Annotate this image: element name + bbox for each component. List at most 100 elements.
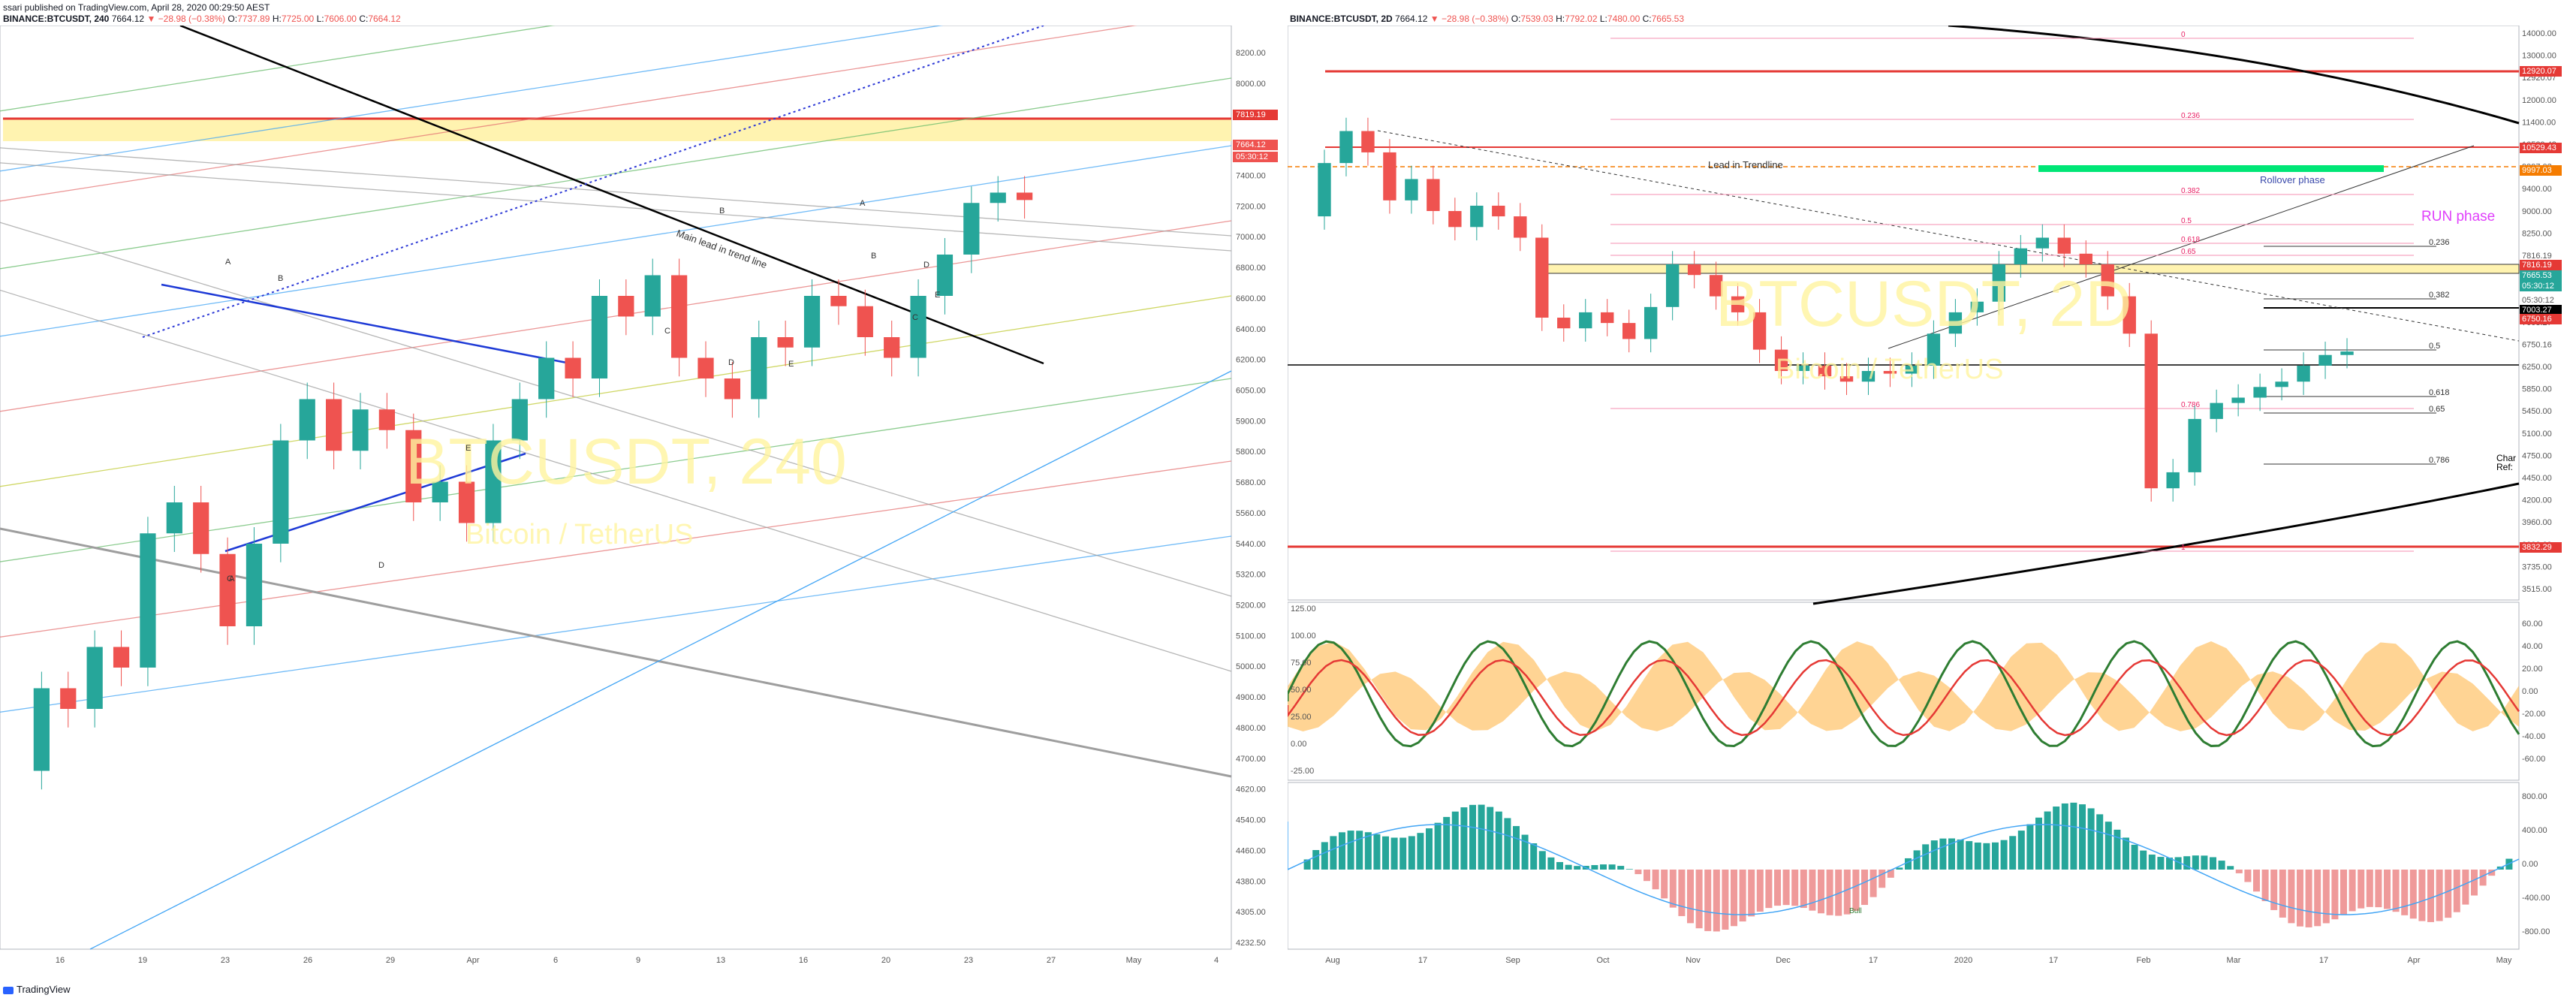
right-macd-bar [1547,857,1555,870]
right-macd-bar [1538,851,1546,870]
right-macd-bar [1373,834,1381,870]
left-x-tick: 4 [1214,956,1219,965]
left-channel-line [0,26,1138,202]
left-main-trend-line [179,26,1044,365]
right-candle-body [2057,237,2071,254]
right-macd-bar [2044,811,2051,870]
left-x-tick: 6 [553,956,558,965]
right-price-tag-bg [2520,165,2562,176]
right-macd-bar [1905,858,1912,870]
left-y-tick: 6600.00 [1236,294,1266,303]
left-wave-label: C [912,313,918,322]
right-y-tick: 4200.00 [2522,496,2552,505]
right-macd-bar [2401,870,2409,915]
left-candle-body [777,337,794,348]
right-macd-y-tick: 0.00 [2522,860,2538,869]
right-macd-bar [1382,836,1389,870]
right-main-pane [1288,26,2520,601]
right-candle-body [1927,333,1941,366]
left-y-tick: 8200.00 [1236,49,1266,58]
right-osc-y-tick-right: 0.00 [2522,687,2538,696]
left-x-tick: 16 [56,956,65,965]
right-macd-bar [1591,865,1598,870]
right-fib-label: 0.236 [2181,112,2200,120]
right-candle-body [2210,403,2223,419]
right-macd-bar [2366,870,2373,907]
right-macd-bar [2479,870,2487,886]
right-macd-bar [1347,831,1354,870]
right-price-tag: 9997.03 [2522,166,2552,175]
right-candle-body [1774,349,1788,372]
footer-brand-label: TradingView [17,984,71,995]
left-change-arrow-icon: ▼ [146,14,156,24]
right-candle-body [1514,216,1527,238]
left-candle-body [803,296,821,348]
left-channel-line [0,222,1232,597]
right-macd-bar [1513,826,1520,870]
right-macd-bar [1818,870,1824,914]
left-wave-label: D [378,561,384,570]
right-macd-bar [1948,838,1955,870]
left-candle-body [671,275,688,358]
right-fib-label: 0.618 [2181,236,2200,244]
left-y-tick: 4380.00 [1236,877,1266,886]
left-channel-line [0,162,1232,252]
right-candle-body [1644,306,1658,339]
right-macd-bar [2279,870,2286,918]
right-macd-bar [1530,843,1538,870]
left-x-tick: 9 [636,956,640,965]
right-osc-y-tick-right: 60.00 [2522,620,2543,629]
right-symbol[interactable]: BINANCE:BTCUSDT, 2D [1290,14,1393,24]
right-c: 7665.53 [1651,14,1685,24]
right-macd-bar [1321,842,1328,870]
right-candle-body [1470,205,1484,228]
right-price-tag-bg [2520,66,2562,77]
right-chart-canvas[interactable]: 0 0.236 0.382 0.5 0.618 0.65 0.786 1 0.236 0.382 0… [1288,26,2576,978]
right-macd-bar [2261,870,2269,902]
right-y-tick: 9000.00 [2522,207,2552,216]
left-x-tick: 23 [964,956,973,965]
left-y-tick: 7000.00 [1236,233,1266,242]
right-macd-bar [1879,870,1886,888]
left-y-tick: 5680.00 [1236,478,1266,487]
right-y-tick: 14000.00 [2522,29,2556,38]
left-wave-label: A [229,574,235,583]
right-price-tag: 7003.27 [2522,306,2552,315]
right-macd-bar [1608,864,1616,870]
right-macd-bar [2409,870,2417,919]
right-annotation: Lead in Trendline [1708,159,1783,170]
left-y-tick: 8000.00 [1236,80,1266,89]
right-candle-body [1535,237,1549,318]
right-macd-bar [1992,842,1999,870]
right-fib2-label: 0.5 [2429,342,2440,351]
left-h: 7725.00 [281,14,315,24]
right-macd-bar [1434,822,1442,870]
left-symbol[interactable]: BINANCE:BTCUSDT, 240 [3,14,110,24]
right-fib-label: 0.5 [2181,217,2192,225]
right-macd-bar [1330,836,1337,870]
right-macd-bar [1303,859,1311,870]
right-candle-body [2166,472,2180,489]
left-watermark: BTCUSDT, 240 [405,426,847,498]
published-line: ssari published on TradingView.com, Apri… [3,2,270,13]
right-candle-body [1687,264,1701,276]
right-macd-bar [2183,856,2191,870]
left-price-tag: 05:30:12 [1236,152,1268,161]
right-macd-bar [2131,844,2138,870]
left-last: 7664.12 [111,14,145,24]
right-macd-bar [1739,870,1746,922]
right-macd-bar [2201,855,2208,870]
left-candle-body [140,533,156,668]
left-y-tick: 5560.00 [1236,509,1266,518]
right-macd-bar [2427,870,2434,922]
left-y-tick: 6200.00 [1236,356,1266,365]
right-macd-bar [1487,807,1494,870]
left-candle-body [644,275,661,317]
right-macd-bar [1748,870,1755,917]
footer-brand[interactable]: TradingView [3,984,71,995]
right-candle-body [2340,351,2354,355]
left-channel-line [0,289,1232,672]
right-macd-bar [1835,870,1842,916]
left-x-tick: 27 [1047,956,1056,965]
